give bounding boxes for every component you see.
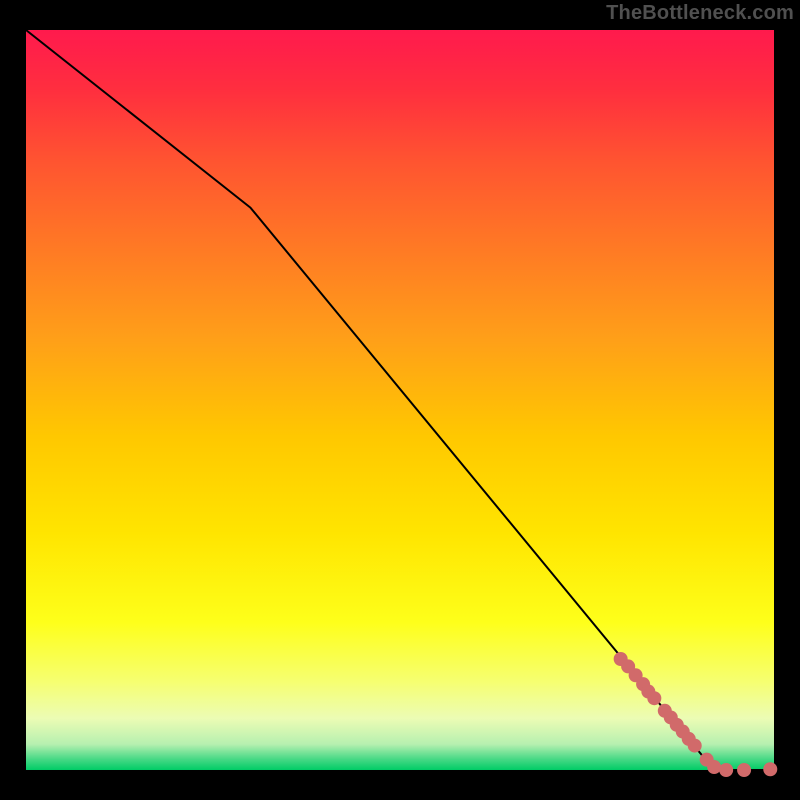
chart-container: TheBottleneck.com (0, 0, 800, 800)
data-marker (647, 691, 661, 705)
chart-svg (0, 0, 800, 800)
data-marker (763, 762, 777, 776)
data-marker (719, 763, 733, 777)
data-marker (737, 763, 751, 777)
watermark-text: TheBottleneck.com (606, 2, 794, 25)
data-marker (707, 760, 721, 774)
data-marker (688, 739, 702, 753)
plot-background (26, 30, 774, 770)
